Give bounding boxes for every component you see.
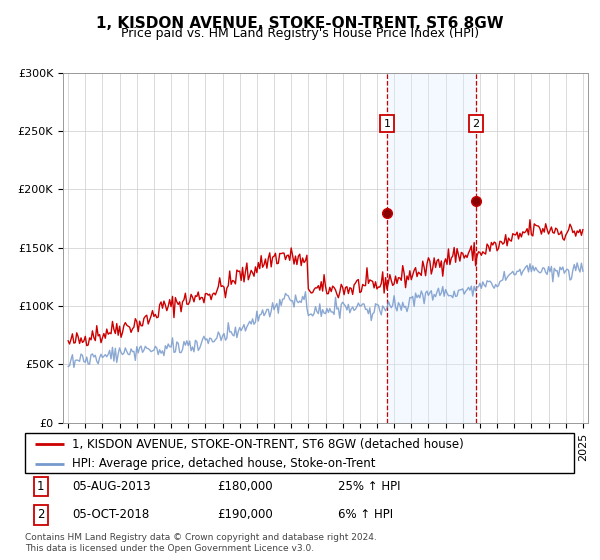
Text: £180,000: £180,000 <box>217 480 273 493</box>
Text: 05-OCT-2018: 05-OCT-2018 <box>72 508 149 521</box>
Text: Contains HM Land Registry data © Crown copyright and database right 2024.
This d: Contains HM Land Registry data © Crown c… <box>25 533 377 553</box>
Text: 1, KISDON AVENUE, STOKE-ON-TRENT, ST6 8GW (detached house): 1, KISDON AVENUE, STOKE-ON-TRENT, ST6 8G… <box>72 438 464 451</box>
Bar <box>387 73 476 423</box>
Text: 1: 1 <box>37 480 44 493</box>
Text: 1, KISDON AVENUE, STOKE-ON-TRENT, ST6 8GW: 1, KISDON AVENUE, STOKE-ON-TRENT, ST6 8G… <box>96 16 504 31</box>
Text: 25% ↑ HPI: 25% ↑ HPI <box>338 480 401 493</box>
Text: 2: 2 <box>37 508 44 521</box>
Text: £190,000: £190,000 <box>217 508 273 521</box>
Text: HPI: Average price, detached house, Stoke-on-Trent: HPI: Average price, detached house, Stok… <box>72 457 376 470</box>
Text: 2: 2 <box>472 119 479 129</box>
Text: 05-AUG-2013: 05-AUG-2013 <box>72 480 151 493</box>
Text: 1: 1 <box>383 119 391 129</box>
Text: 6% ↑ HPI: 6% ↑ HPI <box>338 508 393 521</box>
Text: Price paid vs. HM Land Registry's House Price Index (HPI): Price paid vs. HM Land Registry's House … <box>121 27 479 40</box>
